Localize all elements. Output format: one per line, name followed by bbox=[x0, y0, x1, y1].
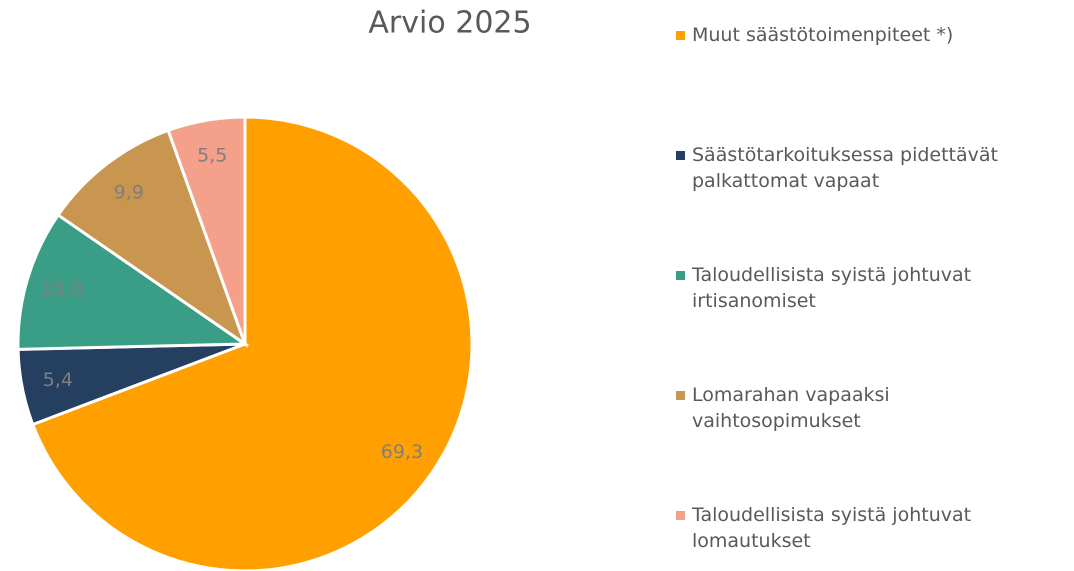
pie-slice bbox=[16, 212, 250, 351]
legend-label: Taloudellisista syistä johtuvat irtisano… bbox=[692, 264, 972, 312]
legend-swatch bbox=[676, 151, 685, 160]
legend-swatch bbox=[676, 511, 685, 520]
legend-item: Taloudellisista syistä johtuvat lomautuk… bbox=[676, 502, 1056, 554]
legend-label: Säästötarkoituksessa pidettävät palkatto… bbox=[692, 144, 998, 192]
legend-item: Muut säästötoimenpiteet *) bbox=[676, 22, 1056, 48]
legend-swatch bbox=[676, 391, 685, 400]
legend-label: Lomarahan vapaaksi vaihtosopimukset bbox=[692, 384, 890, 432]
pie-slice bbox=[30, 115, 474, 571]
data-label: 69,3 bbox=[381, 441, 423, 463]
pie-slice bbox=[56, 128, 248, 348]
chart-title: Arvio 2025 bbox=[368, 6, 531, 41]
data-label: 5,4 bbox=[43, 369, 73, 391]
legend-item: Lomarahan vapaaksi vaihtosopimukset bbox=[676, 382, 1056, 434]
pie-slice bbox=[166, 115, 247, 345]
legend-label: Taloudellisista syistä johtuvat lomautuk… bbox=[692, 504, 972, 552]
data-label: 10,0 bbox=[41, 278, 83, 300]
legend-item: Taloudellisista syistä johtuvat irtisano… bbox=[676, 262, 1056, 314]
legend-item: Säästötarkoituksessa pidettävät palkatto… bbox=[676, 142, 1056, 194]
legend-label: Muut säästötoimenpiteet *) bbox=[692, 24, 954, 46]
legend-swatch bbox=[676, 271, 685, 280]
data-label: 9,9 bbox=[114, 181, 144, 203]
data-label: 5,5 bbox=[197, 145, 227, 167]
legend-swatch bbox=[676, 31, 685, 40]
